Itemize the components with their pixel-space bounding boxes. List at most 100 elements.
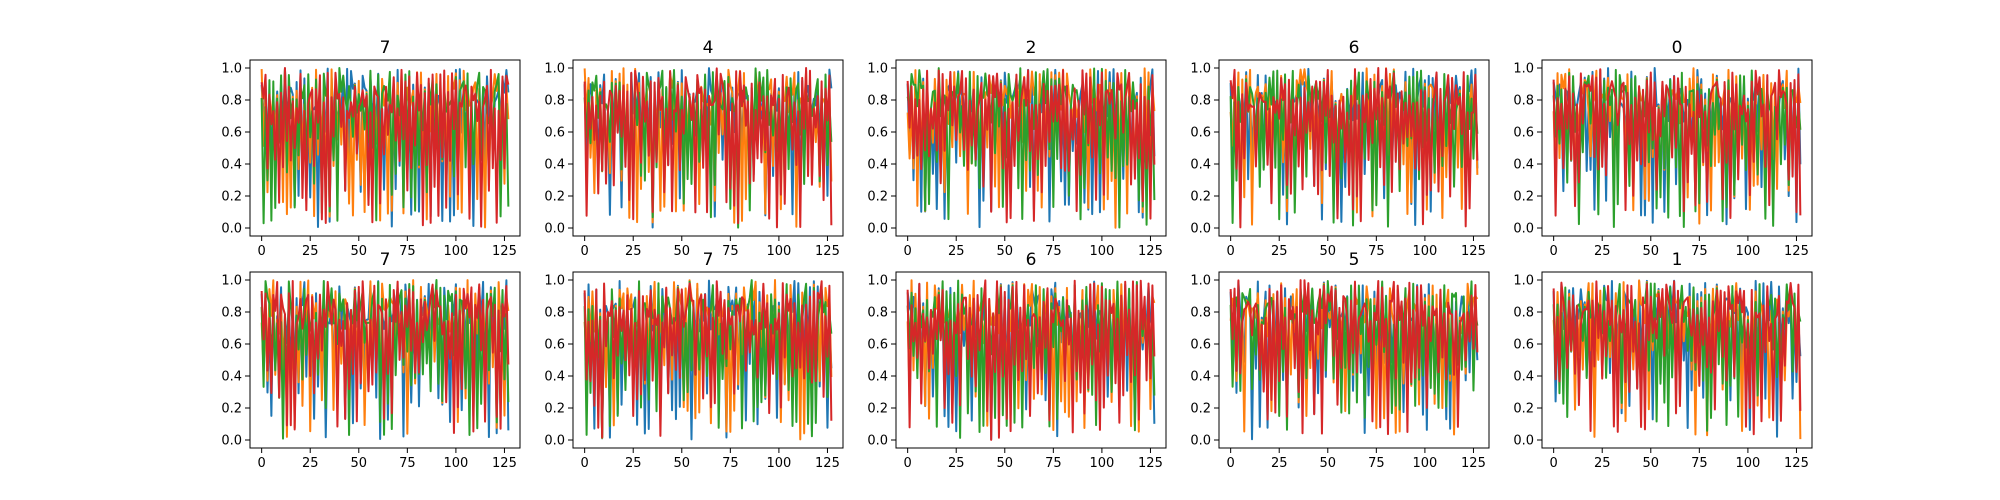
series-group (260, 67, 510, 229)
y-tick-label: 0.0 (1190, 434, 1211, 449)
axes-frame (572, 271, 844, 449)
y-tick-label: 0.0 (867, 222, 888, 237)
x-tick-label: 125 (492, 244, 517, 259)
subplot-title: 7 (703, 250, 714, 270)
axes-frame (1218, 59, 1490, 237)
subplot-title: 6 (1026, 250, 1037, 270)
series-group (260, 279, 510, 440)
x-tick-label: 75 (722, 456, 739, 471)
x-tick-label: 125 (815, 244, 840, 259)
y-tick-label: 0.6 (867, 126, 888, 141)
x-tick-label: 0 (1227, 244, 1235, 259)
subplot-title: 2 (1026, 38, 1037, 58)
x-tick-label: 0 (581, 456, 589, 471)
subplot-title: 1 (1672, 250, 1683, 270)
y-tick-label: 0.6 (221, 338, 242, 353)
x-tick-label: 0 (1550, 456, 1558, 471)
x-tick-label: 50 (351, 456, 368, 471)
y-tick-label: 1.0 (1513, 274, 1534, 289)
x-tick-label: 50 (1320, 244, 1337, 259)
x-tick-label: 50 (674, 456, 691, 471)
y-tick-label: 0.2 (867, 190, 888, 205)
x-tick-label: 25 (302, 244, 319, 259)
x-tick-label: 25 (302, 456, 319, 471)
series-group (1552, 279, 1802, 440)
x-tick-label: 100 (766, 244, 791, 259)
x-tick-label: 125 (1461, 456, 1486, 471)
y-tick-label: 0.8 (221, 94, 242, 109)
y-tick-label: 1.0 (1513, 62, 1534, 77)
y-tick-label: 0.6 (1190, 338, 1211, 353)
x-tick-label: 75 (1045, 456, 1062, 471)
subplot-7: 0 25 50 75 100 125 0.0 0.2 0.4 0.6 0.8 1.0 7 (544, 250, 844, 471)
x-tick-label: 125 (492, 456, 517, 471)
x-tick-label: 75 (1368, 456, 1385, 471)
series-group (906, 279, 1156, 441)
x-tick-label: 125 (1138, 456, 1163, 471)
y-tick-label: 0.4 (1190, 158, 1211, 173)
x-tick-label: 125 (1138, 244, 1163, 259)
subplot-title: 5 (1349, 250, 1360, 270)
y-tick-label: 0.0 (544, 434, 565, 449)
y-tick-label: 0.8 (1513, 94, 1534, 109)
series-line-4 (1552, 280, 1802, 436)
x-tick-label: 125 (815, 456, 840, 471)
series-line-4 (583, 280, 833, 439)
y-tick-label: 0.0 (1513, 434, 1534, 449)
y-tick-label: 0.0 (544, 222, 565, 237)
y-tick-label: 0.6 (1513, 338, 1534, 353)
x-tick-label: 100 (766, 456, 791, 471)
y-tick-label: 1.0 (544, 62, 565, 77)
x-tick-label: 25 (1594, 244, 1611, 259)
y-tick-label: 0.6 (1190, 126, 1211, 141)
y-tick-label: 0.2 (221, 190, 242, 205)
series-line-4 (260, 67, 510, 228)
y-tick-label: 1.0 (1190, 62, 1211, 77)
y-tick-label: 0.2 (544, 190, 565, 205)
y-tick-label: 0.0 (867, 434, 888, 449)
y-tick-label: 0.2 (221, 402, 242, 417)
y-tick-label: 0.2 (1190, 402, 1211, 417)
y-tick-label: 0.4 (1513, 370, 1534, 385)
y-tick-label: 0.0 (1190, 222, 1211, 237)
subplot-4: 0 25 50 75 100 125 0.0 0.2 0.4 0.6 0.8 1.0 6 (1190, 38, 1490, 259)
axes-frame (895, 271, 1167, 449)
y-tick-label: 1.0 (221, 274, 242, 289)
y-tick-label: 0.6 (1513, 126, 1534, 141)
y-tick-label: 0.0 (1513, 222, 1534, 237)
x-tick-label: 100 (1089, 244, 1114, 259)
y-tick-label: 0.8 (221, 306, 242, 321)
subplot-3: 0 25 50 75 100 125 0.0 0.2 0.4 0.6 0.8 1.0 2 (867, 38, 1167, 259)
y-tick-label: 1.0 (867, 62, 888, 77)
subplot-title: 7 (380, 38, 391, 58)
y-tick-label: 0.2 (544, 402, 565, 417)
axes-frame (1218, 271, 1490, 449)
subplot-6: 0 25 50 75 100 125 0.0 0.2 0.4 0.6 0.8 1.0 7 (221, 250, 521, 471)
y-tick-label: 1.0 (221, 62, 242, 77)
series-line-4 (260, 280, 510, 435)
axes-frame (1541, 59, 1813, 237)
series-group (1229, 67, 1479, 229)
x-tick-label: 50 (1643, 244, 1660, 259)
series-group (583, 67, 833, 229)
x-tick-label: 50 (351, 244, 368, 259)
y-tick-label: 0.8 (867, 94, 888, 109)
x-tick-label: 75 (1045, 244, 1062, 259)
y-tick-label: 0.8 (1190, 306, 1211, 321)
x-tick-label: 75 (1368, 244, 1385, 259)
x-tick-label: 75 (399, 244, 416, 259)
subplot-5: 0 25 50 75 100 125 0.0 0.2 0.4 0.6 0.8 1.0 0 (1513, 38, 1813, 259)
x-tick-label: 125 (1461, 244, 1486, 259)
y-tick-label: 0.6 (221, 126, 242, 141)
x-tick-label: 25 (1594, 456, 1611, 471)
y-tick-label: 0.8 (1513, 306, 1534, 321)
y-tick-label: 0.4 (221, 370, 242, 385)
y-tick-label: 0.4 (867, 158, 888, 173)
y-tick-label: 0.4 (544, 158, 565, 173)
y-tick-label: 1.0 (1190, 274, 1211, 289)
series-line-4 (583, 67, 833, 229)
x-tick-label: 75 (1691, 244, 1708, 259)
x-tick-label: 125 (1784, 456, 1809, 471)
y-tick-label: 1.0 (867, 274, 888, 289)
